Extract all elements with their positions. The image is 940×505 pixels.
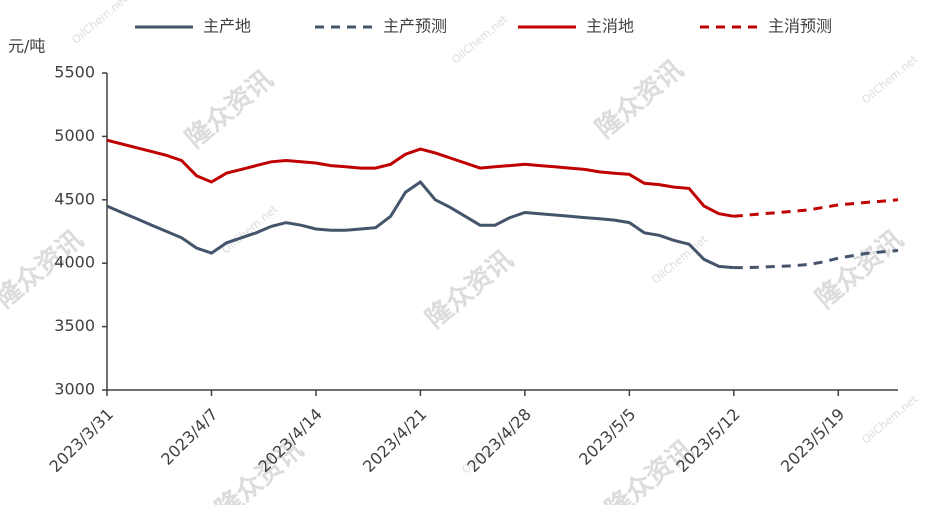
y-axis-label: 元/吨 — [8, 37, 45, 56]
legend-label: 主产预测 — [383, 17, 447, 36]
y-tick-label: 4500 — [54, 189, 95, 208]
y-tick-label: 3500 — [54, 316, 95, 335]
watermark: 隆众资讯 — [420, 245, 519, 335]
y-tick-label: 5500 — [54, 63, 95, 82]
x-tick-label: 2023/5/19 — [777, 405, 848, 476]
watermark-site: OilChem.net — [69, 0, 130, 47]
y-tick-label: 3000 — [54, 380, 95, 399]
watermark-site: OilChem.net — [859, 52, 920, 106]
watermark-site: OilChem.net — [859, 392, 920, 446]
series-line — [733, 198, 899, 218]
watermark: 隆众资讯 — [180, 65, 279, 155]
x-tick-label: 2023/4/21 — [359, 405, 430, 476]
watermark: 隆众资讯 — [590, 55, 689, 145]
watermark: 隆众资讯 — [810, 225, 909, 315]
x-tick-label: 2023/4/7 — [157, 405, 221, 469]
legend-label: 主产地 — [203, 17, 251, 36]
watermark-site: OilChem.net — [449, 12, 510, 66]
series-line — [733, 249, 899, 270]
x-tick-label: 2023/4/28 — [463, 405, 534, 476]
legend-label: 主消预测 — [768, 17, 832, 36]
y-tick-label: 5000 — [54, 126, 95, 145]
watermark-site: OilChem.net — [219, 202, 280, 256]
x-tick-label: 2023/3/31 — [46, 405, 117, 476]
series-line — [106, 179, 734, 270]
legend-label: 主消地 — [586, 17, 634, 36]
series-line — [106, 138, 735, 218]
x-tick-label: 2023/5/5 — [575, 405, 639, 469]
y-tick-label: 4000 — [54, 253, 95, 272]
